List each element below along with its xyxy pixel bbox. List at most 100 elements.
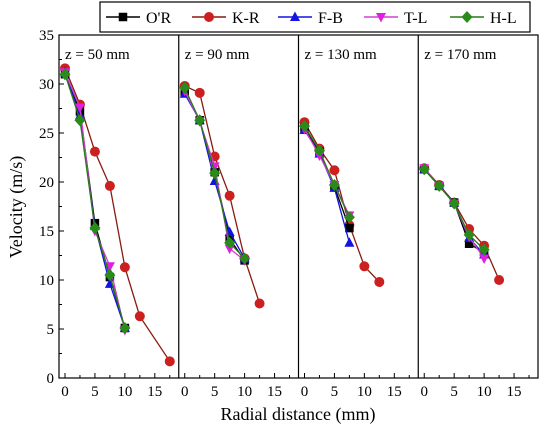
series-line bbox=[423, 167, 485, 259]
x-tick-label: 0 bbox=[420, 384, 428, 400]
x-tick-label: 5 bbox=[331, 384, 339, 400]
series-hl bbox=[298, 120, 355, 224]
legend-marker bbox=[376, 13, 386, 23]
data-point bbox=[343, 211, 355, 224]
data-point bbox=[374, 276, 385, 287]
panel-label: z = 130 mm bbox=[305, 47, 378, 63]
x-tick-label: 15 bbox=[507, 384, 522, 400]
data-point bbox=[313, 144, 325, 157]
legend-label: H-L bbox=[490, 10, 517, 27]
data-point bbox=[433, 179, 445, 192]
data-point bbox=[224, 190, 235, 201]
data-point bbox=[479, 254, 490, 264]
x-tick-label: 10 bbox=[357, 384, 372, 400]
series-layer bbox=[59, 63, 505, 367]
data-point bbox=[359, 261, 370, 272]
panel-label: z = 90 mm bbox=[185, 47, 250, 63]
data-point bbox=[104, 262, 115, 272]
legend-marker bbox=[290, 11, 300, 21]
data-point bbox=[298, 120, 310, 133]
legend-item: F-B bbox=[278, 10, 343, 27]
data-point bbox=[224, 236, 236, 249]
data-point bbox=[478, 243, 490, 256]
data-point bbox=[104, 269, 116, 282]
y-tick-label: 5 bbox=[47, 322, 55, 338]
legend-item: K-R bbox=[192, 10, 260, 27]
x-tick-label: 15 bbox=[387, 384, 402, 400]
series-line bbox=[303, 127, 351, 229]
x-tick-label: 0 bbox=[301, 384, 309, 400]
y-tick-label: 30 bbox=[39, 77, 54, 93]
legend-label: O'R bbox=[146, 10, 171, 27]
panel-label: z = 50 mm bbox=[65, 47, 130, 63]
data-point bbox=[344, 237, 355, 247]
series-or bbox=[60, 69, 130, 333]
series-line bbox=[423, 168, 485, 255]
legend-item: H-L bbox=[450, 10, 517, 27]
x-tick-label: 0 bbox=[61, 384, 69, 400]
data-point bbox=[448, 197, 460, 210]
data-point bbox=[494, 275, 505, 285]
data-point bbox=[329, 165, 340, 176]
x-tick-label: 15 bbox=[267, 384, 282, 400]
data-point bbox=[89, 146, 100, 157]
data-point bbox=[164, 356, 175, 367]
series-hl bbox=[179, 81, 251, 265]
data-point bbox=[328, 178, 340, 191]
data-point bbox=[179, 81, 191, 94]
x-tick-label: 5 bbox=[91, 384, 99, 400]
data-point bbox=[345, 223, 354, 233]
data-point bbox=[134, 311, 145, 322]
data-point bbox=[194, 114, 206, 127]
data-point bbox=[104, 180, 115, 191]
y-tick-label: 20 bbox=[39, 175, 54, 191]
x-tick-label: 10 bbox=[477, 384, 492, 400]
y-tick-label: 25 bbox=[39, 126, 54, 142]
series-hl bbox=[418, 163, 490, 256]
data-point bbox=[59, 68, 71, 81]
legend: O'R K-R F-B T-L H-L bbox=[99, 1, 531, 33]
series-line bbox=[303, 125, 350, 218]
series-kr bbox=[179, 80, 265, 309]
series-line bbox=[303, 129, 351, 243]
legend-marker bbox=[461, 11, 473, 23]
series-hl bbox=[59, 68, 131, 335]
x-tick-label: 10 bbox=[237, 384, 252, 400]
data-point bbox=[418, 163, 430, 176]
data-point bbox=[194, 87, 205, 98]
legend-item: T-L bbox=[364, 10, 427, 27]
legend-label: K-R bbox=[232, 10, 260, 27]
y-tick-label: 10 bbox=[39, 273, 54, 289]
series-tl bbox=[299, 125, 355, 221]
y-tick-label: 35 bbox=[39, 28, 54, 44]
legend-label: T-L bbox=[404, 10, 427, 27]
data-point bbox=[464, 239, 474, 248]
data-point bbox=[254, 298, 265, 309]
legend-marker bbox=[204, 12, 214, 22]
y-axis-label: Velocity (m/s) bbox=[6, 156, 27, 258]
legend-marker bbox=[118, 12, 128, 22]
legend-label: F-B bbox=[318, 10, 343, 27]
x-tick-label: 10 bbox=[117, 384, 132, 400]
x-tick-label: 5 bbox=[450, 384, 458, 400]
series-line bbox=[64, 71, 126, 331]
data-point bbox=[74, 114, 86, 127]
data-point bbox=[89, 222, 101, 235]
y-tick-label: 15 bbox=[39, 224, 54, 240]
y-tick-label: 0 bbox=[47, 371, 55, 387]
series-tl bbox=[59, 68, 130, 336]
data-point bbox=[209, 167, 221, 180]
legend-item: O'R bbox=[106, 10, 171, 27]
x-axis-label: Radial distance (mm) bbox=[221, 404, 376, 425]
data-point bbox=[119, 262, 130, 273]
data-point bbox=[119, 322, 131, 335]
data-point bbox=[74, 103, 85, 114]
plot-area: 0 5 10 15 20 25 30 35 0 5 10 15 z = 50 mm 0 5 10 15 z = 9… bbox=[39, 28, 539, 400]
series-fb bbox=[59, 66, 130, 333]
data-point bbox=[463, 228, 475, 241]
x-tick-label: 15 bbox=[147, 384, 162, 400]
x-tick-label: 5 bbox=[211, 384, 219, 400]
x-tick-label: 0 bbox=[181, 384, 189, 400]
data-point bbox=[224, 244, 235, 255]
